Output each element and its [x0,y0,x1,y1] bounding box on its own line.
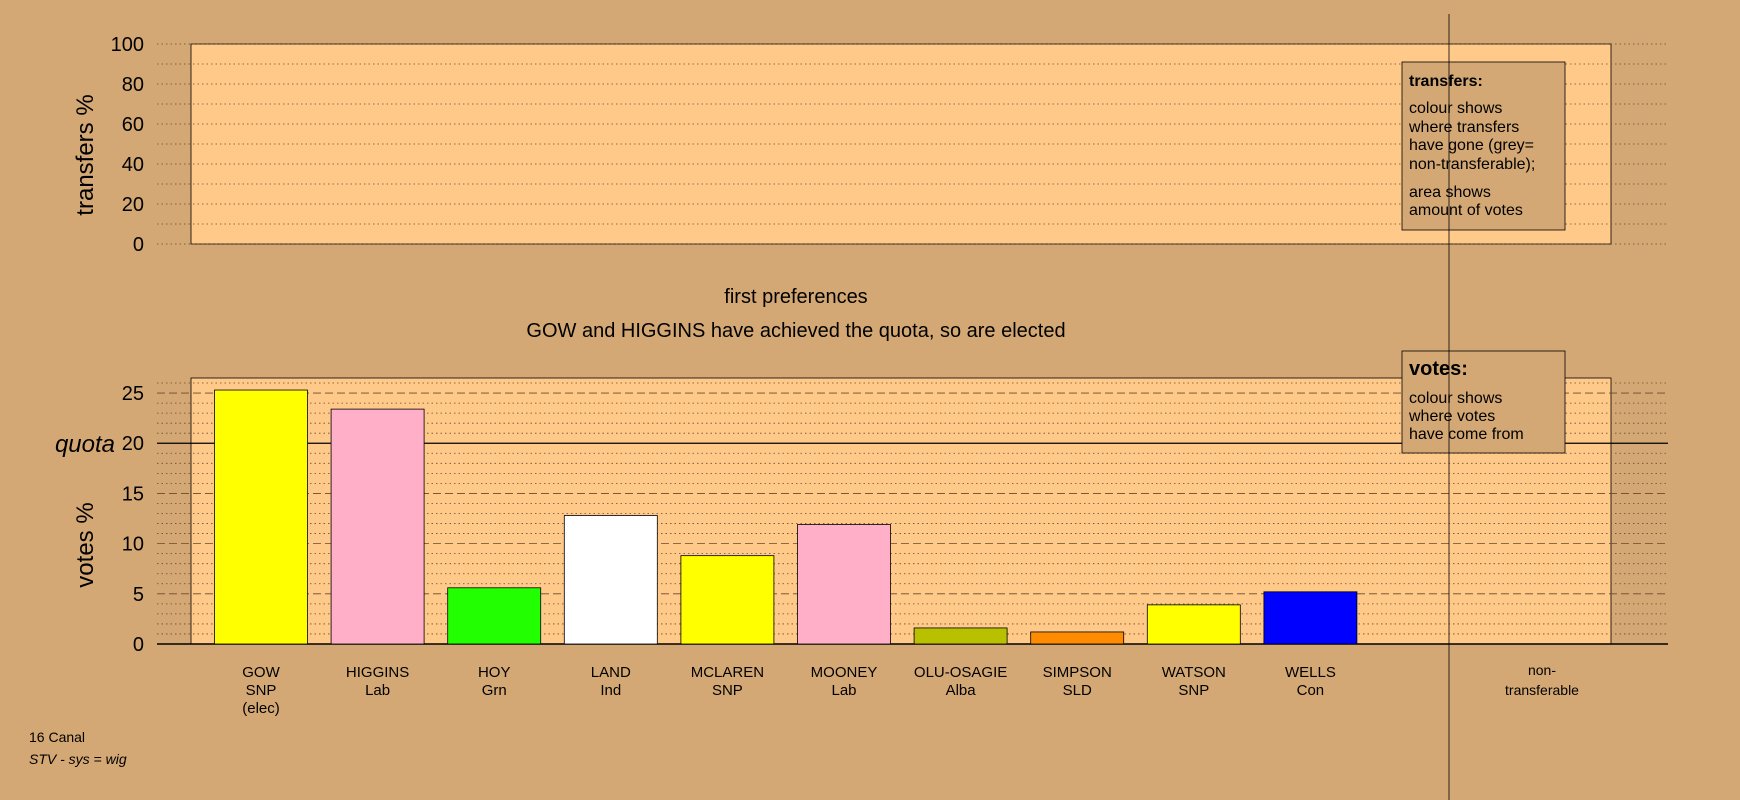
votes-y-label: votes % [72,502,99,587]
transfers-y-ticks: 0 20 40 60 80 100 [111,34,144,256]
y-tick-label: 40 [122,154,144,176]
candidate-label: GOW [242,664,280,681]
y-tick-label: 10 [122,534,144,556]
candidate-label: (elec) [242,700,280,717]
candidate-label: MOONEY [811,664,878,681]
candidate-label: OLU-OSAGIE [914,664,1007,681]
bar [1263,591,1358,645]
votes-legend-title: votes: [1409,358,1468,380]
candidate-label: SLD [1063,682,1092,699]
candidate-label: LAND [591,664,631,681]
footer-system: STV - sys = wig [29,751,127,767]
bar [563,515,658,645]
transfers-legend-line: non-transferable); [1409,156,1535,173]
candidate-label: MCLAREN [691,664,764,681]
y-tick-label: 100 [111,34,144,56]
y-tick-label: 20 [122,194,144,216]
transfers-panel: 0 20 40 60 80 100 transfers % transfers: colo… [72,34,1668,256]
candidate-label: Grn [482,682,507,699]
bar [1030,631,1125,645]
transfers-legend: transfers: colour shows where transfers … [1401,61,1566,231]
footer-ward: 16 Canal [29,729,85,745]
chart-subheading: GOW and HIGGINS have achieved the quota,… [526,320,1065,342]
transfers-legend-line: area shows [1409,184,1491,201]
votes-bars [214,389,1358,645]
transfers-legend-line: amount of votes [1409,202,1523,219]
candidate-label: HIGGINS [346,664,409,681]
candidate-label: WATSON [1162,664,1226,681]
y-tick-label: 60 [122,114,144,136]
bar [913,627,1008,645]
candidate-label: WELLS [1285,664,1336,681]
y-tick-label: 0 [133,634,144,656]
quota-label: quota [55,431,115,458]
votes-plot-area [190,377,1612,645]
candidate-labels: GOWSNP(elec)HIGGINSLabHOYGrnLANDIndMCLAR… [242,664,1336,717]
transfers-legend-box [1401,61,1566,231]
transfers-legend-line: where transfers [1408,119,1519,136]
non-transferable-label: transferable [1505,682,1579,698]
candidate-label: SIMPSON [1043,664,1112,681]
votes-legend: votes: colour shows where votes have com… [1401,350,1566,454]
candidate-label: SNP [712,682,743,699]
y-tick-label: 20 [122,433,144,455]
candidate-label: HOY [478,664,511,681]
candidate-label: Con [1297,682,1325,699]
votes-legend-box [1401,350,1566,454]
candidate-label: SNP [246,682,277,699]
votes-legend-line: where votes [1408,408,1495,425]
candidate-label: Alba [946,682,977,699]
y-tick-label: 25 [122,383,144,405]
transfers-legend-line: colour shows [1409,100,1502,117]
transfers-y-label: transfers % [72,94,99,215]
bar [447,587,542,645]
y-tick-label: 0 [133,234,144,256]
y-tick-label: 80 [122,74,144,96]
transfers-legend-line: have gone (grey= [1409,137,1534,154]
candidate-label: Lab [831,682,856,699]
bar [680,555,775,645]
bar [330,408,425,645]
y-tick-label: 5 [133,584,144,606]
non-transferable-label: non- [1528,662,1556,678]
candidate-label: Lab [365,682,390,699]
bar [797,524,891,645]
candidate-label: SNP [1178,682,1209,699]
bar [214,389,308,645]
votes-legend-line: colour shows [1409,390,1502,407]
chart-heading: first preferences [724,286,867,308]
candidate-label: Ind [600,682,621,699]
bar [1146,604,1241,645]
votes-legend-line: have come from [1409,426,1524,443]
votes-y-ticks: 0 5 10 15 20 25 [122,383,144,656]
y-tick-label: 15 [122,483,144,505]
transfers-legend-title: transfers: [1409,73,1483,90]
